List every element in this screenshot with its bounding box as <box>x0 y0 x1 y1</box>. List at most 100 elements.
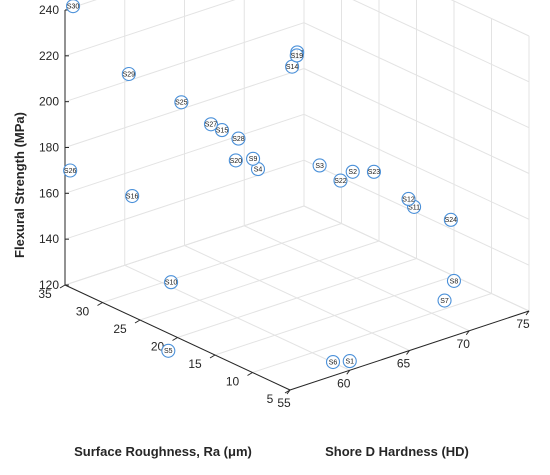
point-marker-s3 <box>312 158 327 173</box>
gridline-back-z <box>64 22 305 103</box>
point-label-s19: S19 <box>291 53 304 60</box>
x-tick-label: 75 <box>516 317 530 331</box>
y-tick-mark <box>134 319 141 324</box>
point-label-s14: S14 <box>286 64 299 71</box>
point-marker-s24 <box>443 212 458 227</box>
gridline-floor-y <box>64 205 305 286</box>
z-axis-label: Flexural Strength (MPa) <box>12 112 27 258</box>
y-tick-mark <box>97 302 103 306</box>
gridline-side-z <box>352 0 530 83</box>
point-label-s16: S16 <box>126 193 139 200</box>
point-label-s11: S11 <box>408 204 420 211</box>
point-label-s28: S28 <box>232 136 245 143</box>
y-tick-label: 5 <box>267 392 274 406</box>
y-tick-label: 20 <box>151 340 165 354</box>
point-label-s6: S6 <box>329 359 338 366</box>
x-tick-mark <box>406 350 410 355</box>
y-tick-mark <box>209 354 216 359</box>
y-tick-label: 25 <box>113 322 127 336</box>
point-label-s9: S9 <box>249 156 258 163</box>
point-marker-s9 <box>246 151 261 166</box>
gridline-floor-y <box>214 275 455 356</box>
point-label-s3: S3 <box>315 163 324 170</box>
point-label-s23: S23 <box>368 169 381 176</box>
gridline-side-z <box>303 113 530 220</box>
point-label-s5: S5 <box>164 348 173 355</box>
y-tick-mark <box>284 389 291 394</box>
x-tick-label: 55 <box>277 396 291 410</box>
point-marker-s28 <box>231 131 246 146</box>
point-marker-s6 <box>325 354 341 370</box>
point-label-s22: S22 <box>334 178 347 185</box>
x-tick-label: 70 <box>457 337 471 351</box>
z-tick-label: 140 <box>39 232 59 246</box>
point-label-s7: S7 <box>440 298 449 305</box>
z-tick-label: 220 <box>39 49 59 63</box>
point-marker-s20 <box>228 153 243 168</box>
point-marker-s1 <box>342 354 357 369</box>
z-tick-label: 160 <box>39 186 59 200</box>
point-label-s20: S20 <box>230 158 243 165</box>
y-tick-label: 30 <box>76 305 90 319</box>
point-label-s25: S25 <box>175 100 188 107</box>
data-points: S1S2S3S4S5S6S7S8S9S10S11S12S13S14S15S16S… <box>63 0 462 370</box>
gridline-back-z <box>64 159 305 240</box>
y-tick-mark <box>172 337 178 341</box>
gridline-side-z <box>303 68 530 174</box>
point-marker-s23 <box>366 164 381 179</box>
gridline-floor-y <box>252 293 492 373</box>
x-tick-mark <box>465 330 470 336</box>
point-label-s1: S1 <box>345 358 354 365</box>
point-marker-s12 <box>401 191 416 207</box>
point-label-s15: S15 <box>216 127 229 134</box>
gridline-floor-y <box>177 258 417 338</box>
point-marker-s8 <box>446 273 462 288</box>
y-axis-label: Surface Roughness, Ra (μm) <box>74 444 252 459</box>
point-label-s30: S30 <box>67 4 80 11</box>
point-label-s29: S29 <box>123 71 136 78</box>
point-marker-s30 <box>66 0 81 14</box>
point-label-s12: S12 <box>402 196 415 203</box>
point-label-s8: S8 <box>450 278 459 285</box>
gridline-floor-y <box>102 223 342 303</box>
point-marker-s15 <box>214 123 230 138</box>
gridline-back-z <box>64 113 305 194</box>
gridline-side-z <box>450 0 530 37</box>
axes <box>59 9 530 395</box>
point-marker-s16 <box>125 188 140 204</box>
x-tick-label: 60 <box>337 376 351 390</box>
z-tick-label: 180 <box>39 141 59 155</box>
x-axis-label: Shore D Hardness (HD) <box>325 444 469 459</box>
point-marker-s26 <box>63 163 78 178</box>
gridline-back-z <box>64 0 236 57</box>
z-tick-label: 200 <box>39 95 59 109</box>
z-tick-label: 120 <box>39 278 59 292</box>
point-marker-s19 <box>289 48 304 63</box>
point-label-s24: S24 <box>445 217 458 224</box>
point-marker-s29 <box>121 66 136 82</box>
point-marker-s27 <box>203 117 219 132</box>
point-label-s2: S2 <box>348 169 357 176</box>
gridline-side-z <box>303 22 530 129</box>
x-tick-mark <box>525 310 530 316</box>
y-tick-mark <box>247 372 253 376</box>
point-marker-s7 <box>437 293 452 308</box>
point-marker-s2 <box>345 164 360 179</box>
point-label-s4: S4 <box>254 167 263 174</box>
y-tick-mark <box>59 284 66 289</box>
point-marker-s10 <box>164 275 179 290</box>
z-tick-label: 240 <box>39 3 59 17</box>
y-tick-label: 35 <box>38 287 52 301</box>
point-label-s26: S26 <box>64 168 77 175</box>
x-tick-label: 65 <box>397 357 411 371</box>
x-tick-mark <box>346 369 351 375</box>
point-marker-s22 <box>333 173 348 188</box>
point-marker-s5 <box>161 343 176 358</box>
y-tick-label: 15 <box>188 357 202 371</box>
point-marker-s25 <box>174 95 189 110</box>
gridline-floor-y <box>139 240 380 321</box>
point-label-s27: S27 <box>205 122 218 129</box>
